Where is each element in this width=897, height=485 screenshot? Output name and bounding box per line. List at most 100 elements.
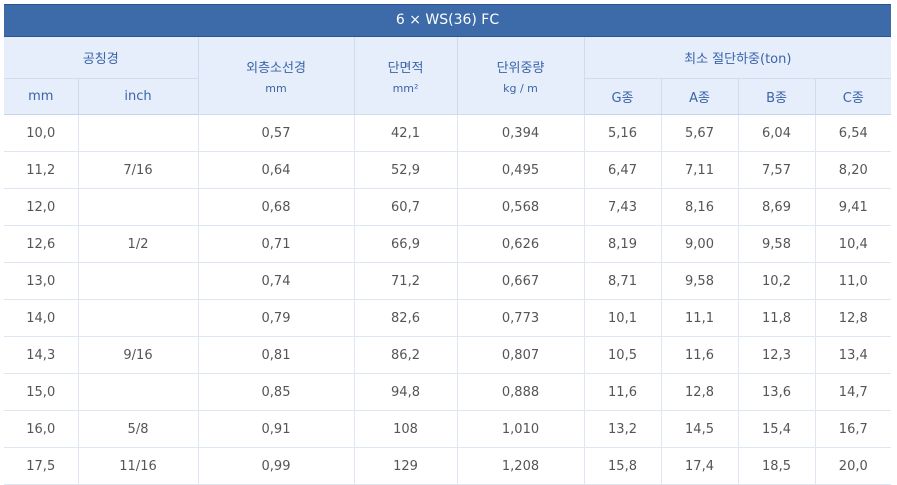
cell-grade-a: 9,58 xyxy=(661,262,739,300)
cell-inch xyxy=(78,262,199,300)
cell-inch: 1/2 xyxy=(78,225,199,263)
cell-unit-weight: 1,208 xyxy=(457,447,585,485)
cell-mm: 14,3 xyxy=(4,336,79,374)
cell-grade-c: 13,4 xyxy=(815,336,892,374)
cell-grade-b: 6,04 xyxy=(738,114,816,152)
cell-grade-c: 16,7 xyxy=(815,410,892,448)
cell-mm: 13,0 xyxy=(4,262,79,300)
cell-area: 60,7 xyxy=(354,188,458,226)
spec-table-container: 6 × WS(36) FC 공칭경 외층소선경 mm 단면적 mm² 단위중량 … xyxy=(4,4,892,485)
cell-area: 82,6 xyxy=(354,299,458,337)
cell-grade-b: 10,2 xyxy=(738,262,816,300)
cell-inch: 9/16 xyxy=(78,336,199,374)
header-outer-wire-label: 외층소선경 xyxy=(246,60,306,76)
header-area: 단면적 mm² xyxy=(354,37,458,115)
header-unit-weight-label: 단위중량 xyxy=(496,60,545,76)
cell-grade-c: 12,8 xyxy=(815,299,892,337)
header-grade-a: A종 xyxy=(661,78,739,115)
cell-grade-a: 11,1 xyxy=(661,299,739,337)
cell-inch xyxy=(78,188,199,226)
cell-grade-g: 8,19 xyxy=(584,225,662,263)
cell-unit-weight: 1,010 xyxy=(457,410,585,448)
cell-grade-a: 14,5 xyxy=(661,410,739,448)
cell-inch xyxy=(78,373,199,411)
cell-grade-g: 10,1 xyxy=(584,299,662,337)
cell-grade-b: 9,58 xyxy=(738,225,816,263)
cell-outer-wire: 0,81 xyxy=(198,336,355,374)
cell-mm: 14,0 xyxy=(4,299,79,337)
table-row: 13,0 0,74 71,2 0,667 8,71 9,58 10,2 11,0 xyxy=(4,262,892,300)
header-grade-c: C종 xyxy=(815,78,892,115)
cell-mm: 10,0 xyxy=(4,114,79,152)
cell-area: 71,2 xyxy=(354,262,458,300)
cell-grade-c: 14,7 xyxy=(815,373,892,411)
cell-grade-c: 20,0 xyxy=(815,447,892,485)
cell-grade-a: 5,67 xyxy=(661,114,739,152)
cell-grade-b: 12,3 xyxy=(738,336,816,374)
cell-area: 42,1 xyxy=(354,114,458,152)
cell-unit-weight: 0,568 xyxy=(457,188,585,226)
cell-grade-b: 8,69 xyxy=(738,188,816,226)
cell-grade-g: 10,5 xyxy=(584,336,662,374)
cell-grade-c: 8,20 xyxy=(815,151,892,189)
cell-outer-wire: 0,68 xyxy=(198,188,355,226)
table-row: 12,0 0,68 60,7 0,568 7,43 8,16 8,69 9,41 xyxy=(4,188,892,226)
cell-mm: 12,6 xyxy=(4,225,79,263)
table-row: 15,0 0,85 94,8 0,888 11,6 12,8 13,6 14,7 xyxy=(4,373,892,411)
cell-area: 108 xyxy=(354,410,458,448)
cell-unit-weight: 0,773 xyxy=(457,299,585,337)
cell-unit-weight: 0,626 xyxy=(457,225,585,263)
cell-unit-weight: 0,888 xyxy=(457,373,585,411)
table-body: 10,0 0,57 42,1 0,394 5,16 5,67 6,04 6,54 11,2 7/1… xyxy=(4,114,892,485)
cell-grade-a: 8,16 xyxy=(661,188,739,226)
cell-outer-wire: 0,57 xyxy=(198,114,355,152)
cell-inch xyxy=(78,114,199,152)
cell-area: 66,9 xyxy=(354,225,458,263)
table-row: 17,5 11/16 0,99 129 1,208 15,8 17,4 18,5 20,0 xyxy=(4,447,892,485)
cell-grade-b: 7,57 xyxy=(738,151,816,189)
cell-grade-a: 12,8 xyxy=(661,373,739,411)
header-outer-wire: 외층소선경 mm xyxy=(198,37,355,115)
header-area-label: 단면적 xyxy=(387,60,424,76)
cell-grade-a: 9,00 xyxy=(661,225,739,263)
table-row: 14,3 9/16 0,81 86,2 0,807 10,5 11,6 12,3 13,4 xyxy=(4,336,892,374)
cell-mm: 16,0 xyxy=(4,410,79,448)
spec-table: 공칭경 외층소선경 mm 단면적 mm² 단위중량 kg / m 최소 절단하중… xyxy=(4,37,892,485)
cell-area: 52,9 xyxy=(354,151,458,189)
table-title: 6 × WS(36) FC xyxy=(4,4,891,37)
cell-grade-a: 7,11 xyxy=(661,151,739,189)
header-unit-weight-unit: kg / m xyxy=(503,81,538,95)
cell-mm: 15,0 xyxy=(4,373,79,411)
cell-unit-weight: 0,667 xyxy=(457,262,585,300)
header-breaking-load: 최소 절단하중(ton) xyxy=(584,37,892,79)
cell-outer-wire: 0,71 xyxy=(198,225,355,263)
header-inch: inch xyxy=(78,78,199,115)
cell-grade-g: 6,47 xyxy=(584,151,662,189)
header-area-unit: mm² xyxy=(392,81,419,95)
cell-grade-g: 15,8 xyxy=(584,447,662,485)
table-row: 14,0 0,79 82,6 0,773 10,1 11,1 11,8 12,8 xyxy=(4,299,892,337)
cell-grade-a: 17,4 xyxy=(661,447,739,485)
cell-inch xyxy=(78,299,199,337)
cell-outer-wire: 0,85 xyxy=(198,373,355,411)
cell-grade-g: 11,6 xyxy=(584,373,662,411)
cell-grade-b: 18,5 xyxy=(738,447,816,485)
header-grade-g: G종 xyxy=(584,78,662,115)
cell-grade-c: 10,4 xyxy=(815,225,892,263)
cell-grade-c: 6,54 xyxy=(815,114,892,152)
cell-mm: 11,2 xyxy=(4,151,79,189)
cell-outer-wire: 0,79 xyxy=(198,299,355,337)
cell-unit-weight: 0,394 xyxy=(457,114,585,152)
cell-mm: 17,5 xyxy=(4,447,79,485)
table-row: 12,6 1/2 0,71 66,9 0,626 8,19 9,00 9,58 10,4 xyxy=(4,225,892,263)
header-unit-weight: 단위중량 kg / m xyxy=(457,37,585,115)
cell-area: 129 xyxy=(354,447,458,485)
table-row: 16,0 5/8 0,91 108 1,010 13,2 14,5 15,4 16,7 xyxy=(4,410,892,448)
cell-grade-g: 8,71 xyxy=(584,262,662,300)
cell-grade-c: 11,0 xyxy=(815,262,892,300)
cell-inch: 5/8 xyxy=(78,410,199,448)
cell-grade-b: 13,6 xyxy=(738,373,816,411)
cell-outer-wire: 0,74 xyxy=(198,262,355,300)
cell-area: 86,2 xyxy=(354,336,458,374)
cell-inch: 7/16 xyxy=(78,151,199,189)
